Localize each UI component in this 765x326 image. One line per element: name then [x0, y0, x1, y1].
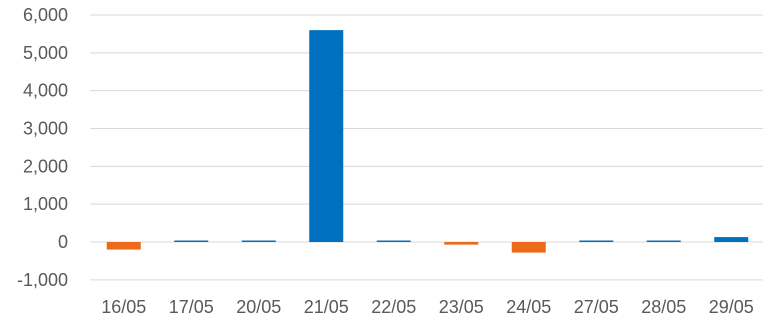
- y-tick-label: 6,000: [23, 5, 68, 25]
- y-tick-label: 2,000: [23, 156, 68, 176]
- x-axis-ticks: 16/05 17/05 20/05 21/05 22/05 23/05 24/05 27/05…: [101, 297, 754, 317]
- bars: [106, 30, 749, 253]
- x-tick-label: 22/05: [371, 297, 416, 317]
- y-tick-label: 4,000: [23, 81, 68, 101]
- x-tick-label: 23/05: [439, 297, 484, 317]
- bar-29-05: [714, 237, 749, 242]
- bar-16-05: [106, 242, 141, 250]
- bar-27-05: [579, 240, 614, 242]
- bar-22-05: [376, 240, 411, 242]
- y-tick-label: -1,000: [17, 270, 68, 290]
- x-tick-label: 27/05: [574, 297, 619, 317]
- y-tick-label: 0: [58, 232, 68, 252]
- x-tick-label: 29/05: [709, 297, 754, 317]
- bar-24-05: [511, 242, 546, 253]
- bar-17-05: [174, 240, 209, 242]
- bar-20-05: [241, 240, 276, 242]
- x-tick-label: 28/05: [641, 297, 686, 317]
- x-tick-label: 24/05: [506, 297, 551, 317]
- y-tick-label: 5,000: [23, 43, 68, 63]
- gridlines: [90, 14, 763, 281]
- x-tick-label: 20/05: [236, 297, 281, 317]
- bar-23-05: [444, 242, 479, 245]
- y-tick-label: 1,000: [23, 194, 68, 214]
- y-tick-label: 3,000: [23, 119, 68, 139]
- y-axis-ticks: -1,000 0 1,000 2,000 3,000 4,000 5,000 6,000: [17, 5, 68, 290]
- x-tick-label: 21/05: [304, 297, 349, 317]
- bar-21-05: [309, 30, 344, 243]
- x-tick-label: 17/05: [169, 297, 214, 317]
- x-tick-label: 16/05: [101, 297, 146, 317]
- bar-28-05: [646, 240, 681, 242]
